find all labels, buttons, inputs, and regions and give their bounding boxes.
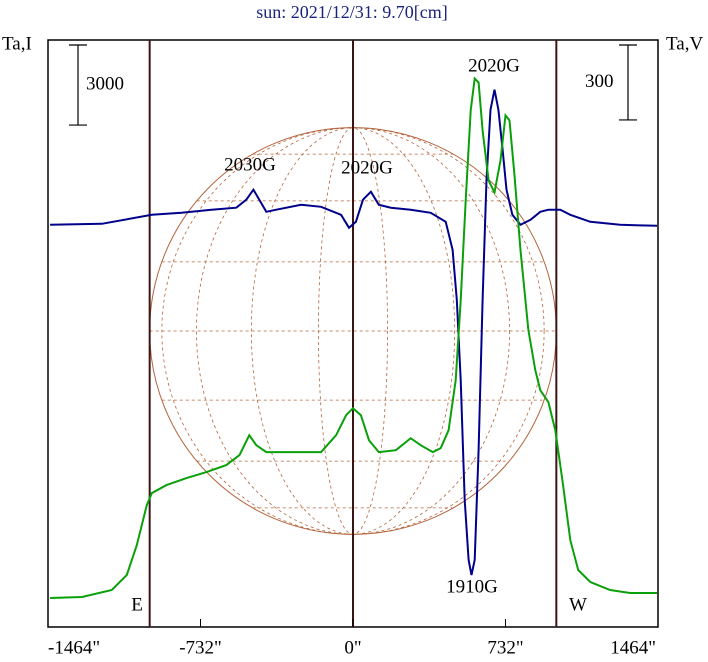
annotation: 2030G [224, 154, 276, 175]
y2-axis-label: Ta,V [666, 33, 703, 54]
x-tick-label: 0" [344, 637, 361, 658]
x-tick-label: 732" [487, 637, 523, 658]
scale-label: 300 [585, 71, 614, 92]
annotation: 1910G [446, 576, 498, 597]
annotation: 2020G [341, 157, 393, 178]
x-tick-label: -1464" [48, 637, 100, 658]
x-tick-label: -732" [179, 637, 222, 658]
y-axis-label: Ta,I [2, 33, 32, 54]
series-line [50, 89, 658, 576]
scale-label: 3000 [86, 73, 124, 94]
annotation: E [131, 594, 143, 615]
x-tick-label: 1464" [610, 637, 656, 658]
series-line [50, 76, 657, 599]
annotation: 2020G [468, 55, 520, 76]
annotation: W [569, 594, 587, 615]
chart-title: sun: 2021/12/31: 9.70[cm] [256, 2, 448, 22]
